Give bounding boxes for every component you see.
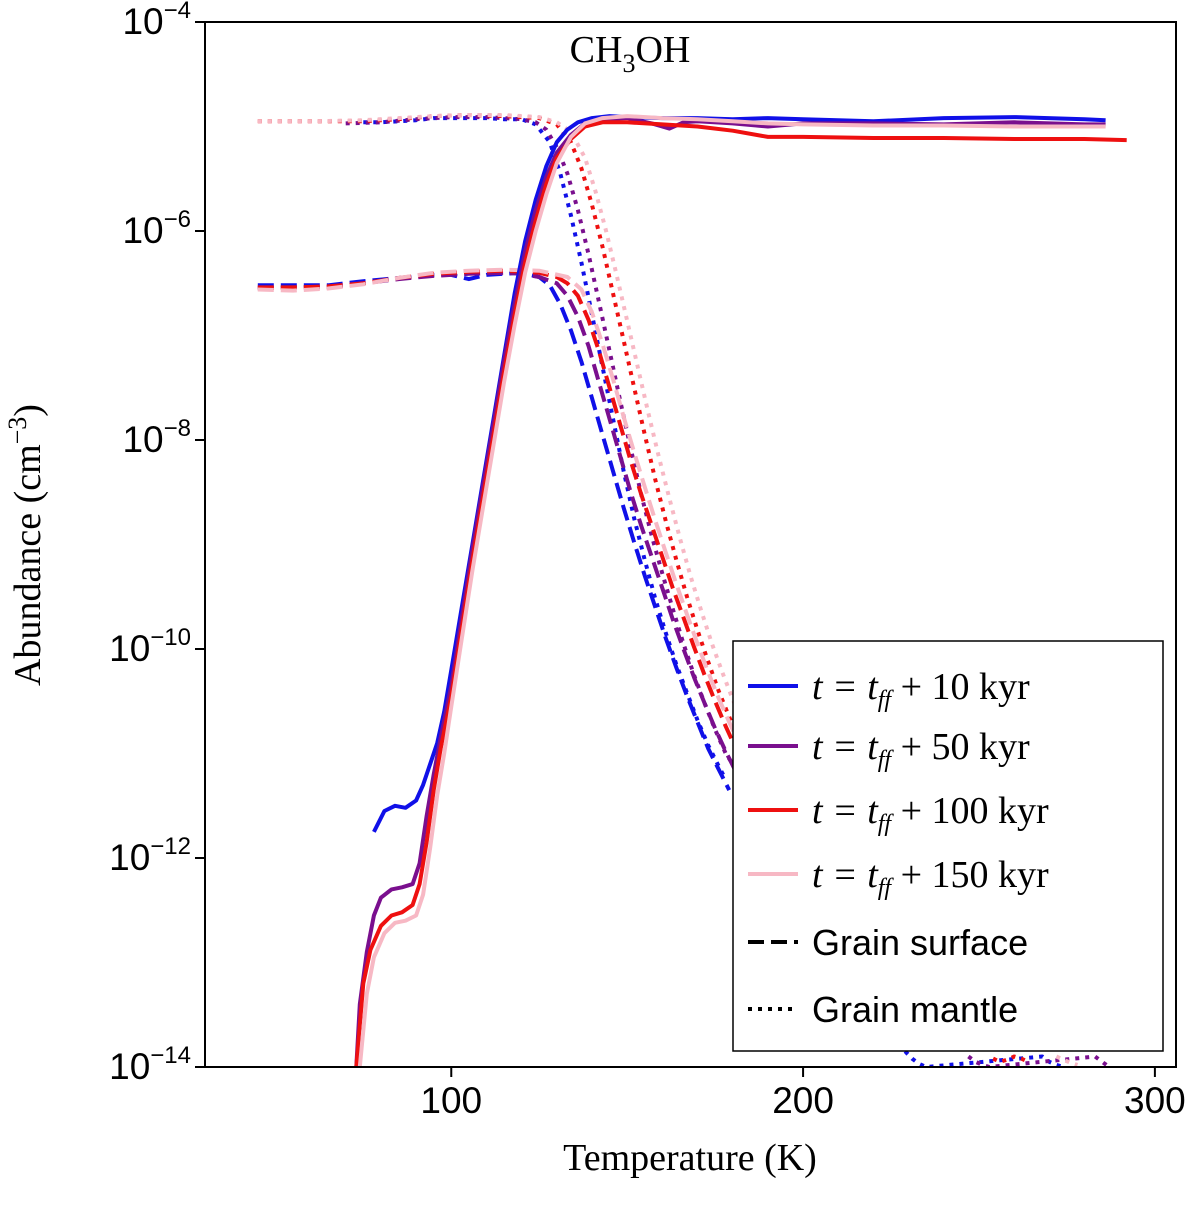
legend-label-10kyr: t = tff + 10 kyr — [812, 666, 1030, 713]
series-line-surface-150kyr — [257, 267, 763, 781]
chart-title-main: CH — [570, 29, 623, 71]
series-line-surface-50kyr — [257, 270, 746, 786]
series-line-mantle-100kyr — [257, 113, 749, 755]
y-tick-label--6: 10−6 — [122, 206, 191, 251]
y-axis-label-main: Abundance (cm — [7, 444, 49, 686]
x-tick-label-100: 100 — [420, 1080, 482, 1121]
legend: t = tff + 10 kyr t = tff + 50 kyr t = tff … — [732, 640, 1164, 1052]
x-tick-label-200: 200 — [772, 1080, 834, 1121]
y-tick-label--4: 10−4 — [122, 0, 191, 42]
plot-lines — [257, 113, 1127, 1067]
legend-label-dashed: Grain surface — [812, 922, 1028, 963]
series-line-mantle-150kyr — [257, 113, 763, 757]
series-line-gas-150kyr — [357, 114, 1106, 1067]
legend-label-dotted: Grain mantle — [812, 989, 1018, 1030]
series-line-gas-50kyr — [354, 116, 1106, 1067]
plot-frame — [204, 21, 1177, 1068]
axis-ticks: 100 200 300 10−4 10−6 10−8 10−10 10−12 10−14 — [109, 0, 1186, 1121]
y-tick-label--12: 10−12 — [109, 833, 191, 878]
legend-box — [732, 640, 1164, 1052]
legend-label-100kyr: t = tff + 100 kyr — [812, 790, 1049, 837]
chart-title-tail: OH — [635, 29, 690, 71]
y-axis-label-tail: ) — [7, 404, 49, 417]
series-line-gas-100kyr — [354, 120, 1127, 1067]
legend-label-150kyr: t = tff + 150 kyr — [812, 854, 1049, 901]
y-tick-label--10: 10−10 — [109, 624, 191, 669]
series-line-mantle-100kyr-tail — [992, 1054, 1030, 1064]
x-axis-label: Temperature (K) — [563, 1137, 817, 1179]
series-line-mantle-10kyr-tail — [903, 1049, 1064, 1067]
chart-title: CH3OH — [570, 29, 691, 78]
x-tick-label-300: 300 — [1124, 1080, 1186, 1121]
y-tick-label--8: 10−8 — [122, 415, 191, 460]
series-line-mantle-150kyr-tail — [1055, 1054, 1079, 1067]
series-line-mantle-10kyr — [363, 116, 728, 781]
series-line-gas-10kyr — [372, 114, 1106, 833]
legend-label-50kyr: t = tff + 50 kyr — [812, 726, 1030, 773]
y-axis-label-exp: −3 — [3, 417, 32, 445]
chart-title-sub: 3 — [622, 49, 635, 78]
y-axis-label: Abundance (cm−3) — [3, 404, 49, 686]
y-tick-label--14: 10−14 — [109, 1042, 191, 1087]
